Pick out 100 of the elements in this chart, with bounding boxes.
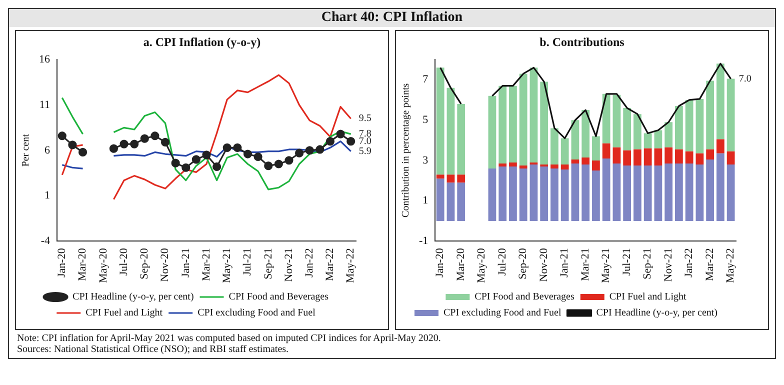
bar xyxy=(602,143,610,158)
bar xyxy=(664,164,673,221)
bar xyxy=(706,149,714,160)
bar xyxy=(530,68,538,162)
bar xyxy=(602,158,610,221)
annotation: 9.5 xyxy=(358,113,372,124)
bar xyxy=(540,82,548,165)
bar xyxy=(560,170,569,221)
bar xyxy=(582,110,590,158)
point xyxy=(182,163,190,172)
x-tick-label: Nov-21 xyxy=(662,248,674,282)
bar xyxy=(644,133,652,148)
bar xyxy=(488,96,496,169)
y-tick-label: 1 xyxy=(422,194,428,207)
y-tick-label: 1 xyxy=(44,190,50,202)
bar xyxy=(612,164,621,221)
bar xyxy=(726,164,735,221)
bar xyxy=(726,78,735,152)
bar xyxy=(519,168,528,221)
y-axis-title: Per cent xyxy=(20,134,32,167)
y-tick-label: 16 xyxy=(39,53,50,66)
bar xyxy=(446,174,455,183)
x-tick-label: Jul-20 xyxy=(496,248,508,276)
bar xyxy=(560,138,569,165)
point xyxy=(336,130,345,138)
bar xyxy=(675,149,683,164)
point xyxy=(316,145,324,154)
legend-label: CPI Fuel and Light xyxy=(609,292,687,303)
bar xyxy=(498,86,507,164)
bar xyxy=(571,159,580,164)
bar xyxy=(530,164,538,221)
y-tick-label: 7 xyxy=(422,74,429,86)
bar xyxy=(654,130,662,148)
bar xyxy=(550,164,558,169)
bar xyxy=(612,94,621,148)
bar xyxy=(696,98,704,154)
point xyxy=(346,137,356,146)
legend-label: CPI Food and Beverages xyxy=(228,292,329,303)
point xyxy=(294,148,304,158)
chart-title: b. Contributions xyxy=(538,35,626,50)
source-note: Sources: National Statistical Office (NSO); and RBI staff estimates. xyxy=(17,344,290,355)
point xyxy=(305,146,314,155)
x-tick-label: Jul-21 xyxy=(620,248,633,276)
point xyxy=(326,137,335,146)
text: Note: CPI inflation for April-May 2021 was computed based on imputed CPI indices for April-May 2020. xyxy=(17,333,442,344)
bar xyxy=(623,150,632,166)
bar xyxy=(612,147,621,164)
x-tick-label: Jul-20 xyxy=(118,248,130,276)
x-tick-label: May-22 xyxy=(724,248,737,283)
x-tick-label: Mar-22 xyxy=(704,248,716,281)
x-tick-label: Sep-21 xyxy=(642,248,654,280)
x-tick-label: Mar-21 xyxy=(200,248,212,281)
bar xyxy=(436,174,444,179)
bar xyxy=(519,74,528,166)
y-tick-label: 5 xyxy=(422,114,429,126)
annotation: 7.0 xyxy=(738,73,752,84)
bar xyxy=(550,128,558,165)
bar xyxy=(509,166,517,221)
bar xyxy=(706,80,714,150)
bar xyxy=(592,136,600,160)
bar xyxy=(582,157,590,165)
x-tick-label: Jan-21 xyxy=(558,248,571,278)
bar xyxy=(634,114,642,150)
text: Chart 40: CPI Inflation xyxy=(9,9,775,27)
bar xyxy=(519,166,528,169)
bar xyxy=(446,88,455,175)
x-tick-label: Sep-20 xyxy=(517,248,530,280)
point xyxy=(284,156,294,165)
bar xyxy=(634,166,642,221)
bar xyxy=(664,147,673,164)
bar xyxy=(675,164,683,221)
bar xyxy=(644,148,652,166)
bar xyxy=(644,166,652,221)
bar xyxy=(602,94,610,144)
bar xyxy=(716,139,724,154)
bar xyxy=(560,164,569,170)
annotation: 5.9 xyxy=(358,146,372,157)
x-tick-label: Jan-22 xyxy=(683,248,696,278)
bar xyxy=(675,106,683,150)
x-tick-label: Mar-22 xyxy=(324,248,336,281)
legend-label: CPI Fuel and Light xyxy=(86,308,163,319)
x-tick-label: Sep-21 xyxy=(262,248,274,280)
y-tick-label: -1 xyxy=(418,235,428,248)
bar xyxy=(509,162,517,167)
x-tick-label: Jul-21 xyxy=(242,248,254,276)
point xyxy=(243,150,252,158)
x-tick-label: May-21 xyxy=(221,248,234,283)
point xyxy=(120,140,128,148)
point xyxy=(160,138,170,147)
x-tick-label: May-20 xyxy=(476,248,488,283)
point xyxy=(202,150,211,160)
bar xyxy=(530,162,538,165)
bar xyxy=(664,122,673,148)
bar xyxy=(592,160,600,171)
point xyxy=(212,162,222,172)
y-axis-title: Contribution in percentage points xyxy=(400,83,412,218)
point xyxy=(264,162,273,170)
point xyxy=(274,160,283,168)
y-tick-label: 3 xyxy=(422,154,429,166)
bar xyxy=(488,168,496,221)
